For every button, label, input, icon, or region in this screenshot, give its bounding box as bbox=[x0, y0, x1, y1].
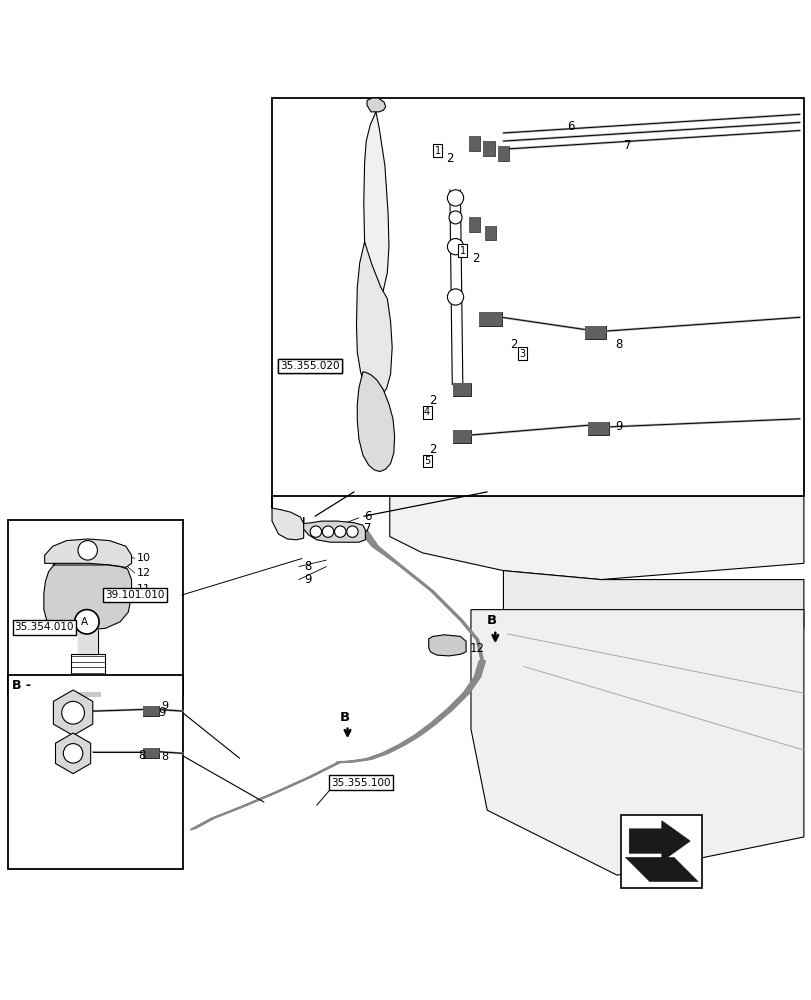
Circle shape bbox=[62, 701, 84, 724]
Bar bbox=[587, 422, 608, 435]
Text: 11: 11 bbox=[136, 584, 150, 594]
Bar bbox=[78, 630, 98, 654]
Polygon shape bbox=[470, 610, 803, 875]
Text: 2: 2 bbox=[471, 252, 478, 265]
Polygon shape bbox=[55, 733, 91, 774]
Bar bbox=[587, 422, 608, 435]
Text: 3: 3 bbox=[518, 349, 525, 359]
Bar bbox=[584, 326, 605, 339]
Polygon shape bbox=[428, 635, 466, 656]
Bar bbox=[478, 312, 501, 326]
Text: 1: 1 bbox=[434, 146, 440, 156]
Polygon shape bbox=[503, 571, 803, 653]
Bar bbox=[143, 706, 159, 716]
Text: 2: 2 bbox=[428, 394, 436, 407]
Polygon shape bbox=[54, 690, 92, 735]
Polygon shape bbox=[629, 821, 689, 861]
Bar bbox=[143, 706, 159, 716]
Text: 12: 12 bbox=[469, 642, 483, 655]
Text: 8: 8 bbox=[304, 560, 311, 573]
Text: A: A bbox=[81, 617, 88, 627]
Text: 9: 9 bbox=[158, 706, 165, 719]
Text: B -: B - bbox=[12, 679, 31, 692]
Text: 5: 5 bbox=[423, 456, 430, 466]
Text: 2: 2 bbox=[428, 443, 436, 456]
Circle shape bbox=[346, 526, 358, 537]
Text: 4: 4 bbox=[423, 407, 430, 417]
Text: 35.354.010: 35.354.010 bbox=[15, 622, 74, 632]
Bar bbox=[620, 815, 702, 888]
Text: 9: 9 bbox=[161, 701, 168, 711]
Bar bbox=[484, 226, 496, 240]
Text: B: B bbox=[487, 614, 496, 627]
Circle shape bbox=[447, 190, 463, 206]
Bar bbox=[453, 383, 470, 396]
Text: 35.355.100: 35.355.100 bbox=[331, 778, 390, 788]
Text: 8: 8 bbox=[161, 752, 168, 762]
Bar bbox=[468, 217, 479, 232]
Circle shape bbox=[448, 211, 461, 224]
Circle shape bbox=[447, 239, 463, 255]
Text: 39.101.010: 39.101.010 bbox=[105, 590, 165, 600]
Bar bbox=[468, 136, 479, 151]
Bar bbox=[71, 654, 105, 691]
Bar bbox=[78, 630, 98, 654]
Bar bbox=[453, 430, 470, 443]
Bar bbox=[484, 226, 496, 240]
Text: 6: 6 bbox=[566, 120, 573, 133]
Text: 7: 7 bbox=[363, 522, 371, 535]
Text: 8: 8 bbox=[138, 749, 145, 762]
Polygon shape bbox=[389, 496, 803, 580]
Circle shape bbox=[78, 541, 97, 560]
Polygon shape bbox=[272, 496, 303, 540]
Bar bbox=[75, 692, 101, 697]
Text: 2: 2 bbox=[446, 152, 453, 165]
Bar bbox=[497, 146, 508, 161]
Bar bbox=[272, 98, 803, 496]
Bar bbox=[468, 217, 479, 232]
Bar bbox=[143, 748, 159, 758]
Bar bbox=[8, 675, 182, 869]
Polygon shape bbox=[363, 112, 388, 297]
Bar bbox=[453, 383, 470, 396]
Text: B: B bbox=[339, 711, 349, 724]
Polygon shape bbox=[44, 563, 131, 630]
Bar bbox=[75, 692, 101, 697]
Polygon shape bbox=[367, 98, 385, 112]
Bar bbox=[143, 748, 159, 758]
Circle shape bbox=[322, 526, 333, 537]
Text: 1: 1 bbox=[459, 246, 466, 256]
Circle shape bbox=[75, 610, 99, 634]
Polygon shape bbox=[624, 857, 697, 882]
Circle shape bbox=[447, 289, 463, 305]
Bar bbox=[497, 146, 508, 161]
Text: 2: 2 bbox=[509, 338, 517, 351]
Text: 6: 6 bbox=[363, 510, 371, 523]
Bar bbox=[584, 326, 605, 339]
Text: 10: 10 bbox=[136, 553, 150, 563]
Text: 9: 9 bbox=[615, 420, 622, 433]
Bar bbox=[478, 312, 501, 326]
Circle shape bbox=[63, 744, 83, 763]
Bar bbox=[453, 430, 470, 443]
Polygon shape bbox=[356, 242, 392, 397]
Text: 9: 9 bbox=[304, 573, 311, 586]
Text: 7: 7 bbox=[623, 139, 630, 152]
Polygon shape bbox=[45, 539, 131, 567]
Text: 8: 8 bbox=[615, 338, 622, 351]
Text: 35.355.020: 35.355.020 bbox=[280, 361, 339, 371]
Bar bbox=[8, 520, 182, 695]
Bar bbox=[483, 141, 494, 156]
Polygon shape bbox=[357, 372, 394, 472]
Circle shape bbox=[310, 526, 321, 537]
Circle shape bbox=[334, 526, 345, 537]
Bar bbox=[468, 136, 479, 151]
Text: 35.355.020: 35.355.020 bbox=[280, 361, 339, 371]
Polygon shape bbox=[303, 517, 365, 542]
Bar bbox=[483, 141, 494, 156]
Text: 12: 12 bbox=[136, 568, 150, 578]
